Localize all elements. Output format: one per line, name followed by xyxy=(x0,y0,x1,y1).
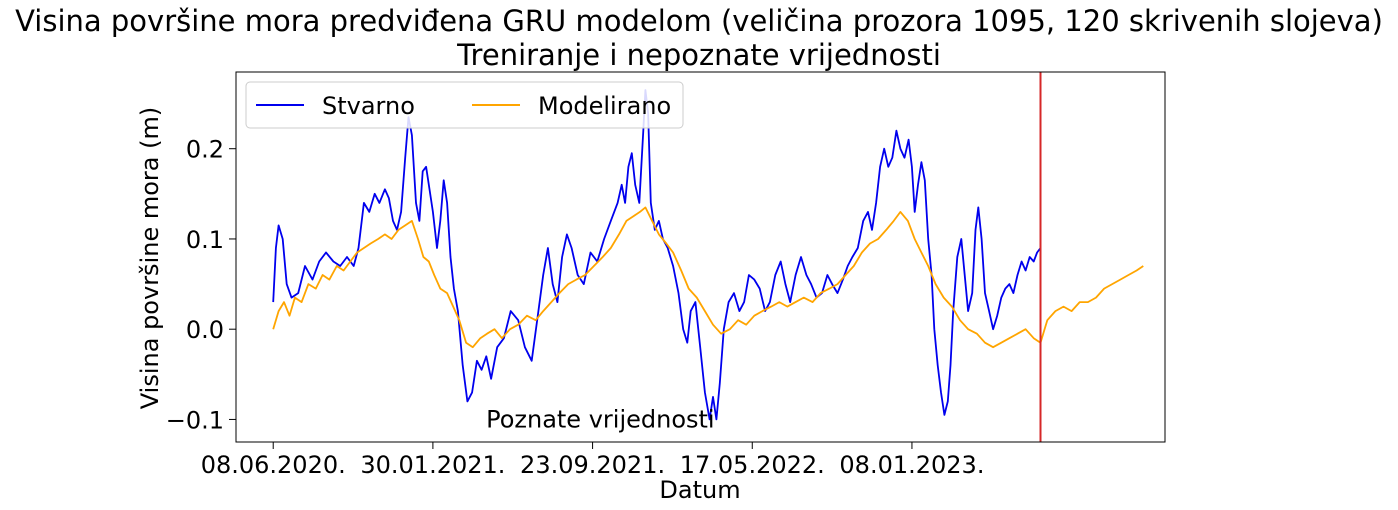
x-tick-label: 17.05.2022. xyxy=(680,451,825,479)
chart-title: Visina površine mora predviđena GRU mode… xyxy=(15,4,1383,38)
chart-subtitle: Treniranje i nepoznate vrijednosti xyxy=(456,38,941,72)
y-tick-label: 0.0 xyxy=(186,316,224,344)
y-tick-label: 0.2 xyxy=(186,136,224,164)
x-axis-ticks: 08.06.2020. 30.01.2021. 23.09.2021. 17.05.2… xyxy=(201,442,984,479)
legend-box xyxy=(245,81,684,129)
legend-label-modelirano: Modelirano xyxy=(538,92,671,120)
series-layer xyxy=(272,89,1144,421)
series-line-stvarno xyxy=(272,89,1042,421)
x-axis-label: Datum xyxy=(659,476,740,504)
series-line-modelirano xyxy=(272,206,1144,349)
plot-frame xyxy=(235,71,1166,443)
legend: Stvarno Modelirano xyxy=(245,81,684,129)
x-tick-label: 08.06.2020. xyxy=(201,451,346,479)
y-tick-label: 0.1 xyxy=(186,226,224,254)
x-tick-label: 08.01.2023. xyxy=(839,451,984,479)
y-tick-label: −0.1 xyxy=(166,406,224,434)
x-tick-label: 30.01.2021. xyxy=(360,451,505,479)
y-axis-label: Visina površine mora (m) xyxy=(136,107,164,409)
legend-label-stvarno: Stvarno xyxy=(322,92,415,120)
x-tick-label: 23.09.2021. xyxy=(520,451,665,479)
annotation-known-values: Poznate vrijednosti xyxy=(486,405,715,433)
y-axis-ticks: −0.1 0.0 0.1 0.2 xyxy=(166,136,236,434)
